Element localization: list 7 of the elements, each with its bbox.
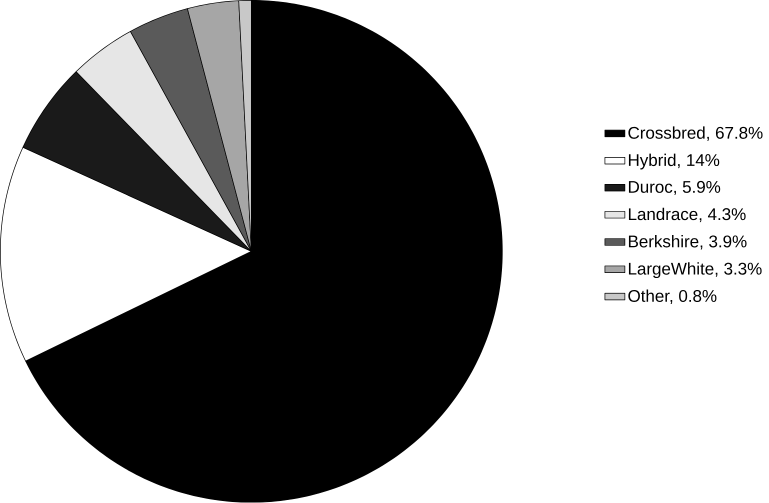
legend-label: Hybrid, 14%	[628, 154, 720, 170]
legend-label: Other, 0.8%	[628, 290, 716, 304]
legend-label: LargeWhite, 3.3%	[628, 262, 762, 278]
legend-label: Duroc, 5.9%	[628, 181, 720, 196]
legend-label: Berkshire, 3.9%	[628, 235, 747, 250]
legend-label: Crossbred, 67.8%	[628, 126, 763, 141]
legend-label: Landrace, 4.3%	[628, 208, 746, 222]
